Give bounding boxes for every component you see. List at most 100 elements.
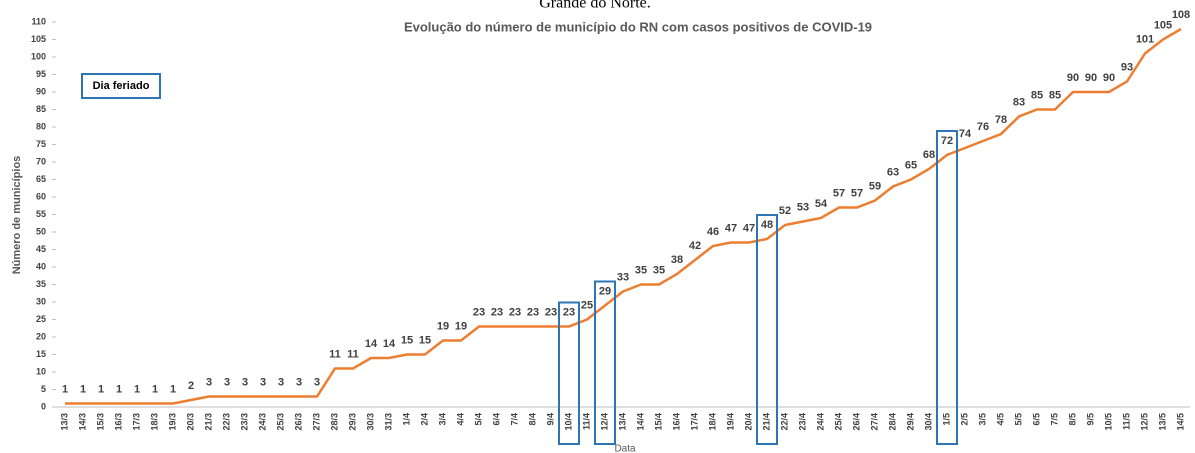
- x-tick-label: 14/4: [635, 413, 645, 431]
- y-axis-label: Número de municípios: [11, 156, 23, 275]
- value-label: 29: [599, 285, 611, 297]
- y-tick-label: 35: [36, 279, 46, 289]
- x-tick-label: 24/3: [257, 413, 267, 431]
- value-label: 3: [224, 376, 230, 388]
- x-tick-label: 21/3: [203, 413, 213, 431]
- series-line: [65, 27, 1182, 405]
- y-tick-label: 25: [36, 314, 46, 324]
- x-tick-label: 9/4: [545, 413, 555, 426]
- value-label: 90: [1085, 72, 1097, 84]
- y-tick-label: 15: [36, 349, 46, 359]
- x-tick-label: 13/3: [59, 413, 69, 431]
- x-tick-label: 6/4: [491, 413, 501, 426]
- y-tick-label: 65: [36, 174, 46, 184]
- x-tick-label: 19/3: [167, 413, 177, 431]
- holiday-box: [594, 280, 616, 445]
- value-label: 108: [1172, 9, 1190, 21]
- x-tick-label: 5/5: [1013, 413, 1023, 426]
- value-label: 76: [977, 121, 989, 133]
- value-label: 47: [743, 222, 755, 234]
- value-label: 57: [851, 187, 863, 199]
- x-tick-label: 15/4: [653, 413, 663, 431]
- chart-title: Evolução do número de município do RN co…: [404, 19, 872, 34]
- value-label: 74: [959, 128, 972, 140]
- y-tick-label: 110: [31, 16, 46, 26]
- value-label: 15: [419, 334, 431, 346]
- y-tick-label: 90: [36, 86, 46, 96]
- y-tick-label: 40: [36, 261, 46, 271]
- value-label: 23: [509, 306, 521, 318]
- y-tick-label: 75: [36, 139, 46, 149]
- x-tick-label: 27/3: [311, 413, 321, 431]
- value-label: 3: [314, 376, 320, 388]
- x-tick-label: 12/4: [599, 413, 609, 431]
- x-tick-label: 2/4: [419, 413, 429, 426]
- value-label: 1: [62, 383, 68, 395]
- value-label: 35: [635, 264, 647, 276]
- x-tick-label: 12/5: [1139, 413, 1149, 431]
- x-tick-label: 30/3: [365, 413, 375, 431]
- value-label: 105: [1154, 19, 1172, 31]
- x-tick-label: 7/5: [1049, 413, 1059, 426]
- x-tick-label: 18/3: [149, 413, 159, 431]
- x-tick-label: 23/4: [797, 413, 807, 431]
- x-tick-label: 11/4: [581, 413, 591, 430]
- y-tick-label: 30: [36, 296, 46, 306]
- y-tick-label: 10: [36, 366, 46, 376]
- value-label: 93: [1121, 61, 1133, 73]
- x-tick-label: 16/3: [113, 413, 123, 431]
- value-label: 83: [1013, 96, 1025, 108]
- x-tick-label: 14/5: [1175, 413, 1185, 431]
- value-label: 48: [761, 219, 773, 231]
- x-tick-label: 7/4: [509, 413, 519, 426]
- value-label: 38: [671, 254, 683, 266]
- value-label: 78: [995, 114, 1007, 126]
- x-axis-label: Data: [614, 444, 636, 453]
- x-tick-label: 1/5: [941, 413, 951, 426]
- value-label: 2: [188, 380, 194, 392]
- value-label: 35: [653, 264, 665, 276]
- x-tick-label: 20/3: [185, 413, 195, 431]
- value-label: 19: [455, 320, 467, 332]
- x-tick-label: 28/4: [887, 413, 897, 431]
- caption: Grande do Norte.: [539, 0, 651, 12]
- legend-label: Dia feriado: [93, 80, 150, 92]
- value-label: 53: [797, 201, 809, 213]
- value-label: 19: [437, 320, 449, 332]
- value-label: 52: [779, 205, 791, 217]
- value-label: 14: [365, 338, 378, 350]
- x-tick-label: 3/5: [977, 413, 987, 426]
- value-label: 25: [581, 299, 593, 311]
- x-tick-label: 1/4: [401, 413, 411, 426]
- value-label: 47: [725, 222, 737, 234]
- x-tick-label: 4/4: [455, 413, 465, 426]
- value-label: 1: [134, 383, 140, 395]
- legend-box: [81, 73, 161, 99]
- value-label: 57: [833, 187, 845, 199]
- value-label: 11: [329, 348, 341, 360]
- x-tick-label: 13/4: [617, 413, 627, 431]
- value-label: 3: [206, 376, 212, 388]
- y-tick-label: 50: [36, 226, 46, 236]
- value-label: 1: [80, 383, 86, 395]
- value-label: 46: [707, 226, 719, 238]
- x-tick-label: 11/5: [1121, 413, 1131, 430]
- value-label: 1: [116, 383, 122, 395]
- x-tick-label: 23/3: [239, 413, 249, 431]
- value-label: 85: [1049, 89, 1061, 101]
- x-tick-label: 16/4: [671, 413, 681, 431]
- x-tick-label: 3/4: [437, 413, 447, 426]
- value-label: 3: [242, 376, 248, 388]
- x-tick-label: 14/3: [77, 413, 87, 431]
- x-tick-label: 26/3: [293, 413, 303, 431]
- x-tick-label: 29/3: [347, 413, 357, 431]
- y-tick-label: 5: [41, 384, 46, 394]
- value-label: 101: [1136, 33, 1154, 45]
- x-tick-label: 17/3: [131, 413, 141, 431]
- x-tick-label: 26/4: [851, 413, 861, 431]
- x-tick-label: 25/3: [275, 413, 285, 431]
- x-tick-label: 29/4: [905, 413, 915, 431]
- value-label: 23: [473, 306, 485, 318]
- x-tick-label: 19/4: [725, 413, 735, 431]
